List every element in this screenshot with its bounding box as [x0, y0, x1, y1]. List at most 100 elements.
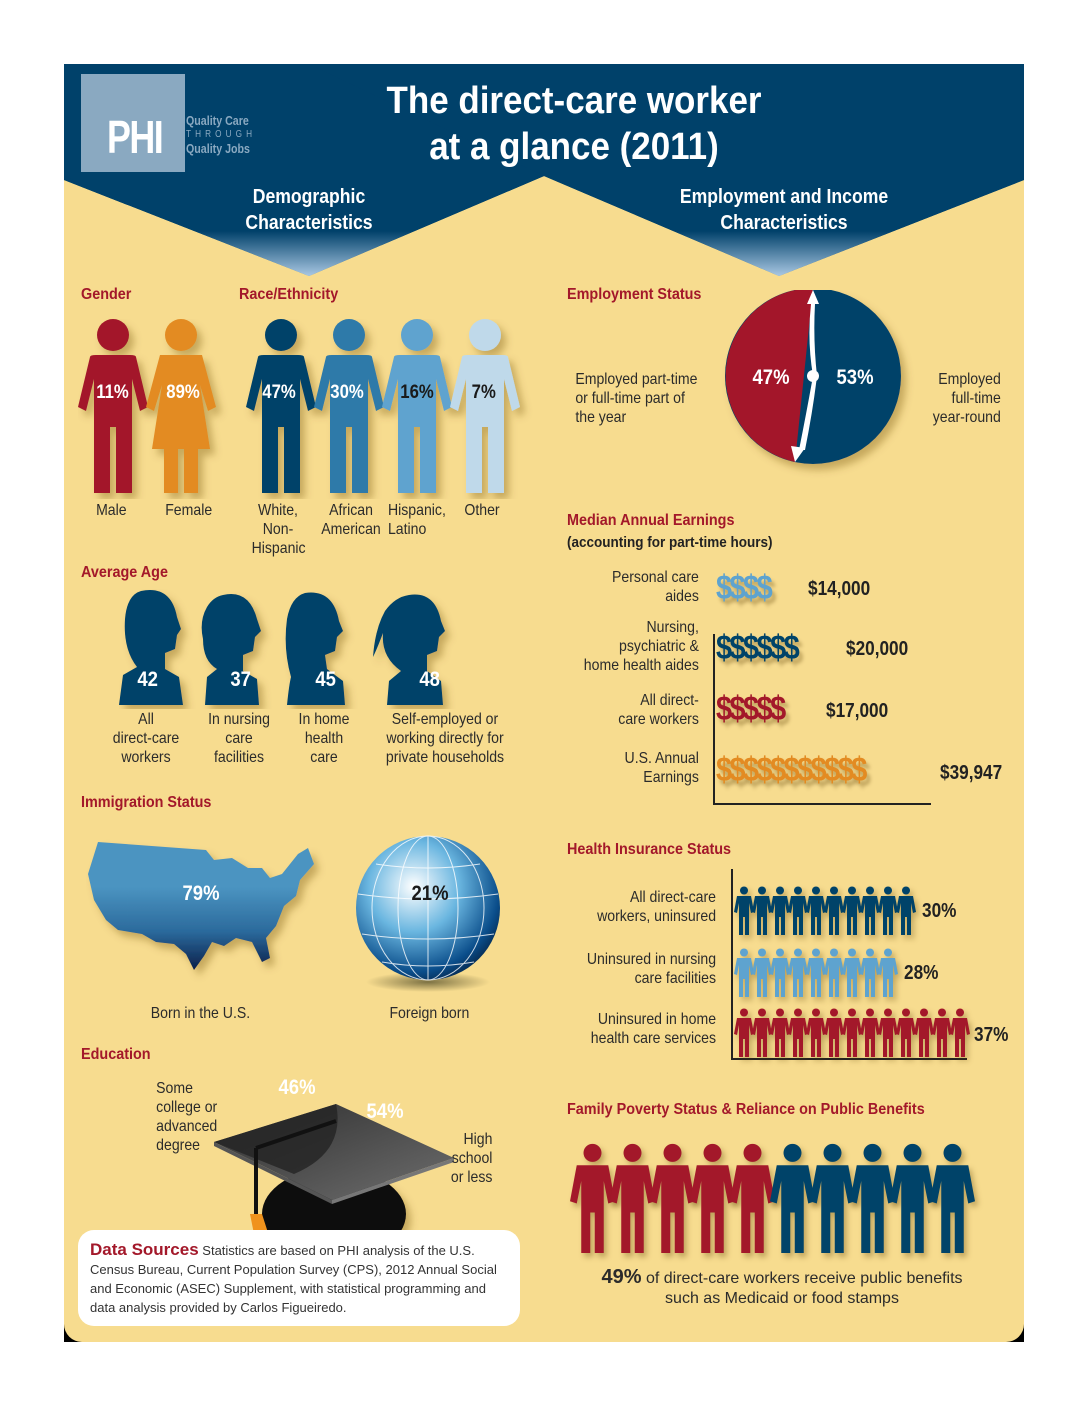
label-line: Some: [156, 1080, 193, 1097]
label-line: Non-: [262, 521, 294, 538]
foreign-born-value: 21%: [411, 882, 449, 905]
white-figure-icon: [246, 319, 316, 493]
earnings-row-label: Personal care aides: [565, 568, 699, 606]
title-line-2: at a glance (2011): [429, 126, 719, 168]
head-silhouette-icon: [373, 594, 445, 705]
earnings-row-label: All direct- care workers: [565, 691, 699, 729]
college-label: Some college or advanced degree: [156, 1079, 217, 1155]
label-line: or full-time part of: [575, 390, 685, 407]
label-line: degree: [156, 1137, 201, 1154]
african-american-figure-icon: [314, 319, 384, 493]
dollar-icons-us-annual: $$$$$$$$$$$: [716, 751, 867, 789]
poverty-title: Family Poverty Status & Reliance on Publ…: [567, 1101, 925, 1118]
person-icon: [788, 948, 808, 997]
label-line: African: [329, 502, 373, 519]
data-sources-text: Statistics are based on PHI analysis of …: [90, 1243, 497, 1315]
head-silhouette-icon: [285, 592, 345, 705]
male-value: 11%: [96, 382, 129, 403]
dollar-icons-personal-care: $$$$: [716, 569, 773, 607]
age-value-all: 42: [137, 668, 158, 691]
person-icon: [570, 1143, 615, 1253]
person-icon: [824, 886, 844, 935]
white-label: White, Non- Hispanic: [252, 501, 306, 558]
label-line: White,: [258, 502, 298, 519]
person-icon: [788, 1008, 808, 1057]
female-value: 89%: [166, 382, 200, 403]
white-value: 47%: [262, 382, 296, 403]
full-time-value: 53%: [836, 366, 874, 389]
poverty-text-2: such as Medicaid or food stamps: [665, 1290, 899, 1307]
earnings-row-label: Nursing, psychiatric & home health aides: [565, 618, 699, 675]
earnings-row-label: U.S. Annual Earnings: [565, 749, 699, 787]
heading-line-1: Employment and Income: [679, 186, 889, 208]
title-line-1: The direct-care worker: [386, 80, 762, 122]
employment-pie-chart: [725, 290, 901, 464]
hispanic-label: Hispanic, Latino: [388, 501, 446, 539]
person-icon: [860, 1008, 880, 1057]
employment-title: Employment Status: [567, 286, 702, 303]
employment-heading: Employment and Income Characteristics: [652, 184, 916, 236]
insurance-axis: [731, 869, 733, 1059]
label-line: All direct-: [640, 692, 699, 709]
poverty-caption-line-1: 49% of direct-care workers receive publi…: [567, 1267, 997, 1289]
us-map-icon: [88, 842, 314, 970]
label-line: aides: [665, 588, 699, 605]
data-sources-box: Data Sources Statistics are based on PHI…: [78, 1230, 520, 1326]
born-us-value: 79%: [182, 882, 220, 905]
person-icon: [878, 948, 898, 997]
education-title: Education: [81, 1046, 151, 1063]
other-value: 7%: [471, 382, 496, 403]
heading-line-1: Demographic: [252, 186, 366, 208]
person-icon: [734, 948, 754, 997]
female-figure-icon: [146, 319, 216, 493]
earnings-subtitle: (accounting for part-time hours): [567, 534, 773, 551]
phi-logo: PHI: [81, 74, 185, 172]
label-line: college or: [156, 1099, 218, 1116]
tagline-line-3: Quality Jobs: [186, 141, 250, 156]
male-label: Male: [96, 502, 127, 519]
person-icon: [770, 948, 790, 997]
person-icon: [878, 886, 898, 935]
female-label: Female: [165, 502, 213, 519]
age-label-self-employed: Self-employed or working directly for pr…: [370, 710, 520, 767]
african-american-label: African American: [320, 501, 382, 539]
person-icon: [650, 1143, 695, 1253]
person-icon: [734, 1008, 754, 1057]
people-icons-nursing-uninsured: [734, 946, 898, 1000]
label-line: the year: [575, 409, 627, 426]
pie-slice-part-time: [725, 290, 813, 462]
globe-icon: [356, 835, 500, 992]
person-icon: [806, 1008, 826, 1057]
person-icon: [752, 948, 772, 997]
head-silhouette-icon: [119, 590, 183, 705]
highschool-label: High school or less: [440, 1130, 492, 1187]
person-icon: [860, 886, 880, 935]
person-icon: [730, 1143, 775, 1253]
label-line: In home: [298, 711, 350, 728]
earnings-baseline: [713, 803, 931, 805]
person-icon: [914, 1008, 934, 1057]
poverty-value: 49%: [601, 1266, 642, 1288]
person-icon: [806, 886, 826, 935]
person-icon: [770, 1143, 815, 1253]
label-line: American: [321, 521, 381, 538]
person-icon: [842, 1008, 862, 1057]
highschool-value: 54%: [366, 1100, 404, 1123]
person-icon: [890, 1143, 935, 1253]
label-line: care facilities: [634, 970, 717, 987]
tagline-line-1: Quality Care: [186, 113, 249, 128]
logo-tagline: Quality Care THROUGH Quality Jobs: [186, 114, 256, 156]
person-icon: [734, 886, 754, 935]
dollar-icons-all-direct-care: $$$$$: [716, 690, 786, 728]
infographic-card: PHI Quality Care THROUGH Quality Jobs Th…: [64, 64, 1024, 1342]
label-line: Nursing,: [646, 619, 699, 636]
hispanic-figure-icon: [382, 319, 452, 493]
logo-mark: PHI: [107, 111, 164, 163]
label-line: U.S. Annual: [624, 750, 699, 767]
label-line: care workers: [618, 711, 699, 728]
tagline-line-2: THROUGH: [186, 129, 257, 140]
poverty-text-1: of direct-care workers receive public be…: [645, 1270, 963, 1287]
label-line: facilities: [213, 749, 265, 766]
person-icon: [824, 1008, 844, 1057]
dollar-icons-nursing: $$$$$$: [716, 629, 800, 667]
